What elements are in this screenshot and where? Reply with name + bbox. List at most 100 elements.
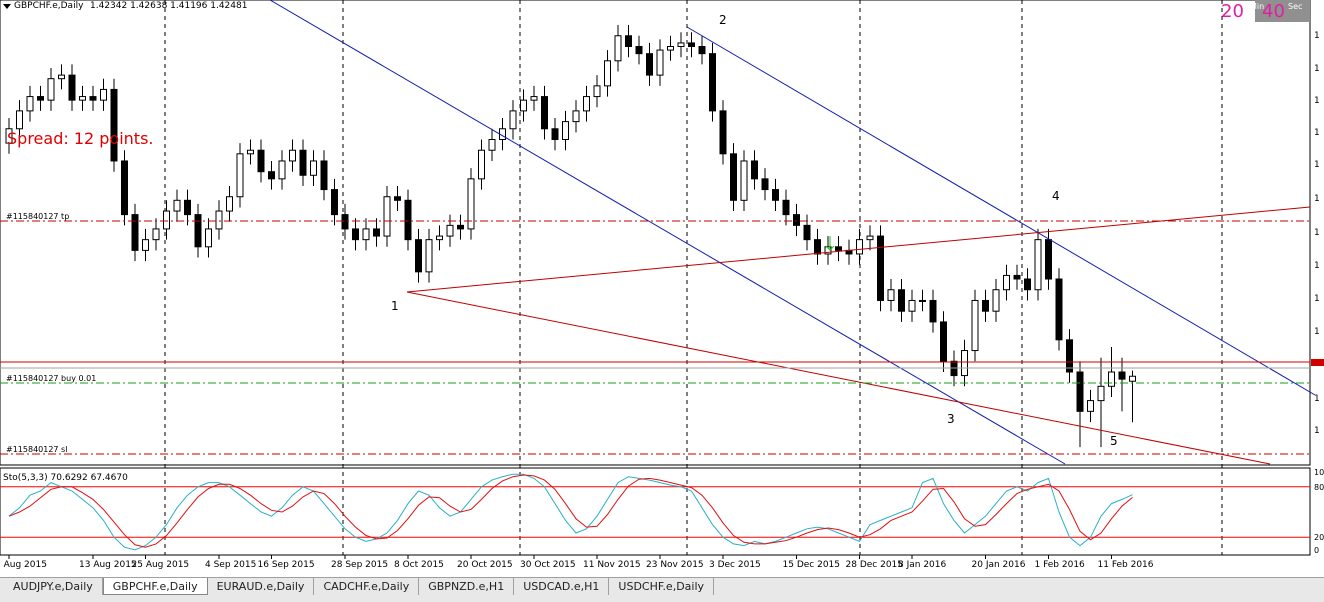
candle-body	[803, 224, 811, 241]
candle-body	[856, 239, 863, 255]
candle-body	[866, 235, 874, 241]
candle-body	[488, 139, 496, 151]
timer-box	[1255, 0, 1310, 22]
candle-body	[320, 160, 328, 191]
candle-body	[89, 96, 97, 101]
candle-body	[835, 246, 842, 251]
candle-body	[877, 235, 884, 301]
chart-tab[interactable]: EURAUD.e,Daily	[208, 578, 315, 595]
wave-label: 5	[1110, 434, 1118, 448]
candle-body	[772, 189, 779, 201]
candle-body	[824, 246, 832, 255]
candle-body	[761, 178, 769, 191]
candle-body	[1024, 278, 1031, 291]
candle-body	[68, 74, 76, 101]
y-tick-label: 20	[1314, 533, 1324, 542]
x-tick-label: 30 Oct 2015	[520, 560, 576, 570]
candle-body	[1034, 239, 1042, 291]
x-tick-label: 20 Jan 2016	[972, 560, 1026, 570]
x-tick-label: 20 Oct 2015	[457, 560, 513, 570]
x-tick-label: 28 Dec 2015	[846, 560, 904, 570]
candle-body	[656, 49, 664, 76]
candle-body	[110, 88, 118, 162]
candle-body	[1066, 339, 1073, 373]
candle-body	[184, 199, 191, 216]
candle-body	[992, 289, 1000, 312]
candle-body	[436, 235, 443, 241]
chart-tab[interactable]: USDCAD.e,H1	[514, 578, 610, 595]
candle-body	[604, 60, 611, 87]
candle-body	[625, 35, 632, 47]
x-tick-label: 1 Feb 2016	[1035, 560, 1086, 570]
chart-tab[interactable]: USDCHF.e,Daily	[609, 578, 715, 595]
candle-body	[940, 321, 947, 362]
y-tick-label: 1	[1314, 194, 1320, 204]
candle-body	[1118, 371, 1126, 380]
x-tick-label: 13 Aug 2015	[79, 560, 137, 570]
candle-body	[572, 110, 580, 123]
candle-body	[1129, 375, 1136, 382]
candle-body	[1013, 274, 1021, 280]
candle-body	[667, 46, 674, 51]
wave-label: 3	[947, 412, 955, 426]
candle-body	[299, 149, 307, 176]
symbol: GBPCHF.e,Daily	[14, 1, 84, 11]
main-panel	[0, 0, 1311, 466]
candle-body	[887, 289, 895, 301]
candle-body	[1055, 278, 1063, 341]
candle-body	[425, 239, 433, 273]
candle-body	[47, 78, 55, 101]
order-sl: #115840127 sl	[6, 445, 67, 454]
chart-tab[interactable]: CADCHF.e,Daily	[314, 578, 420, 595]
chart-tab[interactable]: GBPNZD.e,H1	[419, 578, 515, 595]
candle-body	[1045, 239, 1052, 280]
candle-body	[142, 239, 149, 251]
candle-body	[677, 42, 685, 47]
candle-body	[1076, 371, 1084, 412]
y-tick-label: 80	[1314, 483, 1324, 492]
x-tick-label: 25 Aug 2015	[132, 560, 190, 570]
timer-seconds: 40	[1262, 1, 1285, 22]
candle-body	[782, 199, 790, 216]
wave-label: 1	[391, 299, 399, 313]
candle-body	[719, 110, 727, 155]
y-tick-label: 1	[1314, 426, 1320, 436]
candle-body	[520, 99, 527, 112]
candle-body	[688, 42, 695, 47]
chart-tab[interactable]: AUDJPY.e,Daily	[4, 578, 103, 595]
x-tick-label: 4 Sep 2015	[205, 560, 256, 570]
y-tick-label: 1	[1314, 327, 1320, 337]
candle-body	[593, 85, 601, 98]
spread: Spread: 12 points.	[7, 129, 154, 148]
menu-arrow[interactable]	[3, 4, 11, 9]
x-tick-label: 3 Aug 2015	[0, 560, 47, 570]
x-tick-label: 8 Oct 2015	[394, 560, 444, 570]
candle-body	[26, 96, 34, 112]
candle-body	[709, 53, 716, 112]
candle-body	[1003, 274, 1010, 291]
chart-tab[interactable]: GBPCHF.e,Daily	[102, 578, 208, 595]
stoch-title: Sto(5,3,3) 70.6292 67.4670	[3, 473, 128, 483]
candle-body	[194, 214, 202, 248]
candle-body	[362, 228, 370, 241]
candle-body	[404, 199, 412, 241]
trend-lines	[0, 0, 1316, 465]
x-tick-label: 11 Nov 2015	[583, 560, 641, 570]
candle-body	[226, 196, 233, 212]
x-tick-label: 23 Nov 2015	[646, 560, 704, 570]
candle-body	[268, 171, 275, 180]
candle-body	[551, 128, 559, 140]
candle-body	[698, 46, 706, 55]
y-tick-label: 1	[1314, 228, 1320, 238]
candle-body	[341, 214, 349, 230]
x-tick-label: 8 Jan 2016	[898, 560, 946, 570]
candle-body	[236, 153, 244, 198]
price-marker	[1311, 359, 1324, 366]
candle-body	[152, 228, 160, 241]
candle-body	[751, 160, 758, 180]
candle-body	[814, 239, 821, 255]
candle-body	[583, 96, 590, 112]
y-tick-label: 1	[1314, 261, 1320, 271]
y-tick-label: 10	[1314, 468, 1324, 477]
